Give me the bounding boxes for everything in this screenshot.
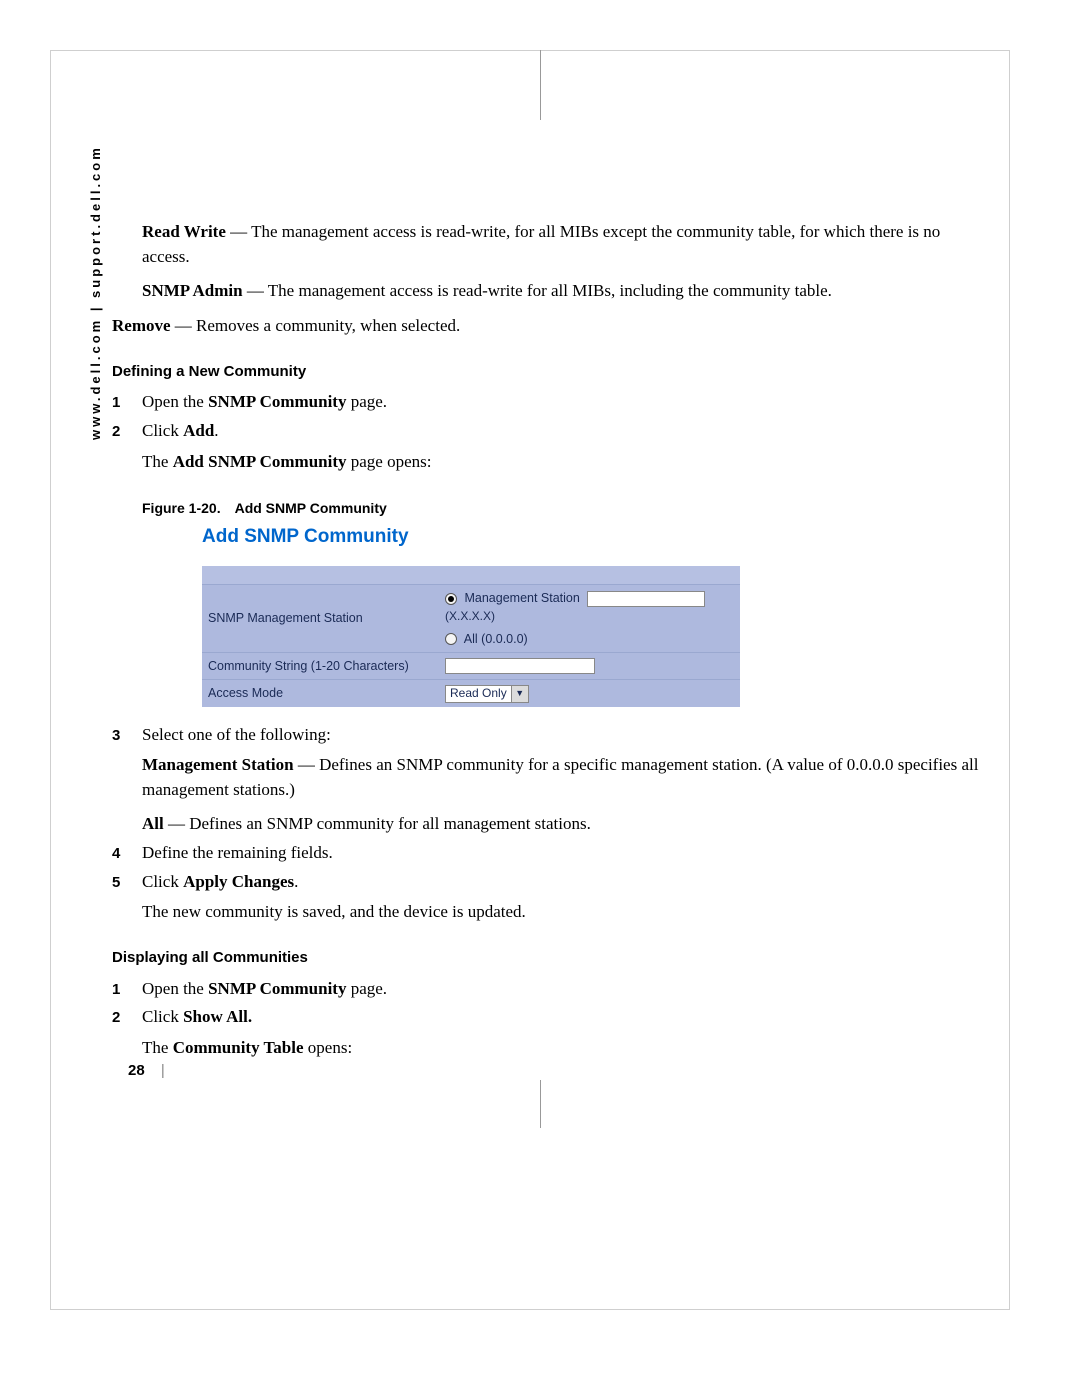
step-num-2: 2	[112, 419, 142, 474]
s2s2a: Click	[142, 1007, 183, 1026]
ip-hint: (X.X.X.X)	[445, 609, 495, 623]
row2-controls	[439, 652, 740, 679]
s2pc: page opens:	[347, 452, 432, 471]
step-num-1: 1	[112, 390, 142, 415]
remove-line: Remove — Removes a community, when selec…	[112, 314, 982, 339]
sec2-step1: 1 Open the SNMP Community page.	[112, 977, 982, 1002]
radio-all-icon[interactable]	[445, 633, 457, 645]
sec1-step4: 4 Define the remaining fields.	[112, 841, 982, 866]
row2-label: Community String (1-20 Characters)	[202, 652, 439, 679]
radio-opt-2[interactable]: All (0.0.0.0)	[445, 630, 734, 648]
sec1-step2: 2 Click Add. The Add SNMP Community page…	[112, 419, 982, 474]
sa-text: — The management access is read-write fo…	[243, 281, 832, 300]
s1b: SNMP Community	[208, 392, 346, 411]
sec2-heading: Displaying all Communities	[112, 947, 982, 969]
sec2-step2-para: The Community Table opens:	[142, 1036, 982, 1061]
s2b: Add	[183, 421, 214, 440]
s2s1b: SNMP Community	[208, 979, 346, 998]
step-num-5: 5	[112, 870, 142, 925]
radio-ms-icon[interactable]	[445, 593, 457, 605]
radio-ms-label: Management Station	[464, 591, 579, 605]
rw-label: Read Write	[142, 222, 226, 241]
step4-body: Define the remaining fields.	[142, 841, 982, 866]
remove-text: — Removes a community, when selected.	[171, 316, 461, 335]
s1c: page.	[346, 392, 387, 411]
select-value: Read Only	[450, 685, 507, 702]
sec2-step2: 2 Click Show All. The Community Table op…	[112, 1005, 982, 1060]
s2s2b: Show All.	[183, 1007, 252, 1026]
page-number: 28	[128, 1062, 145, 1079]
remove-label: Remove	[112, 316, 171, 335]
page-content: Read Write — The management access is re…	[112, 220, 982, 1065]
s3lead: Select one of the following:	[142, 725, 331, 744]
sec2-num-1: 1	[112, 977, 142, 1002]
step-num-4: 4	[112, 841, 142, 866]
form-header-row	[202, 566, 740, 585]
step3-body: Select one of the following: Management …	[142, 723, 982, 838]
sec1-step1: 1 Open the SNMP Community page.	[112, 390, 982, 415]
community-string-input[interactable]	[445, 658, 595, 674]
add-snmp-form: SNMP Management Station Management Stati…	[202, 566, 740, 706]
s2pa: The	[142, 452, 173, 471]
form-row-access: Access Mode Read Only ▼	[202, 679, 740, 706]
step2-body: Click Add. The Add SNMP Community page o…	[142, 419, 982, 474]
row1-controls: Management Station (X.X.X.X) All (0.0.0.…	[439, 585, 740, 653]
access-mode-select[interactable]: Read Only ▼	[445, 685, 529, 703]
s5c: .	[294, 872, 298, 891]
radio-opt-1[interactable]: Management Station (X.X.X.X)	[445, 589, 734, 626]
s3-all: All — Defines an SNMP community for all …	[142, 812, 982, 837]
s2pc2: opens:	[304, 1038, 353, 1057]
s3al: All	[142, 814, 164, 833]
radio-all-label: All (0.0.0.0)	[464, 632, 528, 646]
figure-caption: Figure 1-20. Add SNMP Community	[142, 498, 982, 518]
s3msl: Management Station	[142, 755, 294, 774]
s2s1c: page.	[346, 979, 387, 998]
step5-para: The new community is saved, and the devi…	[142, 900, 982, 925]
sec1-heading: Defining a New Community	[112, 361, 982, 383]
s2pb2: Community Table	[173, 1038, 304, 1057]
rw-line: Read Write — The management access is re…	[142, 220, 982, 269]
s5b: Apply Changes	[183, 872, 294, 891]
row3-label: Access Mode	[202, 679, 439, 706]
sec1-step3: 3 Select one of the following: Managemen…	[112, 723, 982, 838]
bottom-center-mark	[540, 1080, 541, 1128]
s3-ms: Management Station — Defines an SNMP com…	[142, 753, 982, 802]
figure-title: Add SNMP Community	[202, 523, 982, 551]
s2pa2: The	[142, 1038, 173, 1057]
row1-label: SNMP Management Station	[202, 585, 439, 653]
sa-line: SNMP Admin — The management access is re…	[142, 279, 982, 304]
s2a: Click	[142, 421, 183, 440]
form-row-community: Community String (1-20 Characters)	[202, 652, 740, 679]
step-num-3: 3	[112, 723, 142, 838]
step2-para: The Add SNMP Community page opens:	[142, 450, 982, 475]
sec2-step2-body: Click Show All. The Community Table open…	[142, 1005, 982, 1060]
page-num-sep: |	[161, 1062, 165, 1079]
ms-ip-input[interactable]	[587, 591, 705, 607]
s2s1a: Open the	[142, 979, 208, 998]
side-url: www.dell.com | support.dell.com	[88, 145, 103, 440]
row3-controls: Read Only ▼	[439, 679, 740, 706]
sec2-step1-body: Open the SNMP Community page.	[142, 977, 982, 1002]
step1-body: Open the SNMP Community page.	[142, 390, 982, 415]
s1a: Open the	[142, 392, 208, 411]
sec2-num-2: 2	[112, 1005, 142, 1060]
s2c: .	[214, 421, 218, 440]
form-row-station: SNMP Management Station Management Stati…	[202, 585, 740, 653]
sec1-step5: 5 Click Apply Changes. The new community…	[112, 870, 982, 925]
s3at: — Defines an SNMP community for all mana…	[164, 814, 591, 833]
sa-label: SNMP Admin	[142, 281, 243, 300]
rw-text: — The management access is read-write, f…	[142, 222, 940, 266]
top-center-mark	[540, 50, 541, 120]
page-number-block: 28 |	[128, 1062, 165, 1079]
chevron-down-icon[interactable]: ▼	[511, 686, 528, 702]
s2pb: Add SNMP Community	[173, 452, 347, 471]
step5-body: Click Apply Changes. The new community i…	[142, 870, 982, 925]
s5a: Click	[142, 872, 183, 891]
